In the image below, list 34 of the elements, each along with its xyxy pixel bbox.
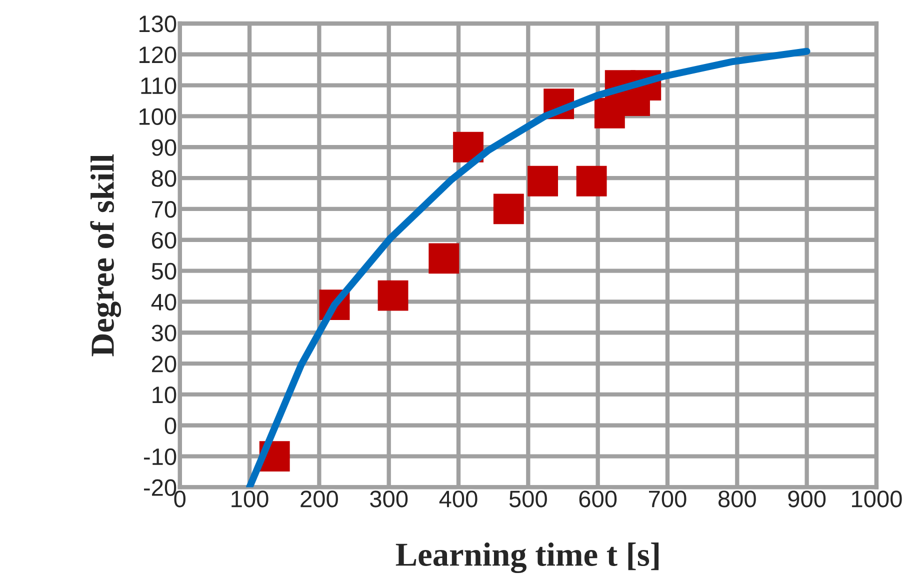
- y-tick-label: 60: [152, 232, 176, 249]
- y-tick-label: 90: [152, 139, 176, 156]
- y-tick-label: 30: [152, 324, 176, 342]
- y-tick-label: 100: [139, 108, 176, 126]
- y-tick-label: 20: [152, 356, 176, 372]
- point: [428, 243, 460, 274]
- y-tick-label: 130: [139, 16, 176, 32]
- x-tick-label: 900: [788, 490, 826, 508]
- point: [528, 166, 558, 196]
- x-tick-label: 300: [370, 490, 408, 508]
- x-tick-label: 400: [439, 490, 478, 508]
- point: [453, 132, 484, 162]
- y-tick-label: 50: [152, 262, 176, 280]
- x-tick-label: 500: [509, 490, 547, 508]
- x-tick-label: 700: [649, 490, 686, 508]
- y-tick-label: 0: [164, 417, 176, 434]
- y-tick-label: 70: [152, 201, 176, 218]
- point: [378, 280, 408, 311]
- x-tick-label: 800: [718, 490, 756, 508]
- x-tick-label: 100: [232, 490, 268, 508]
- y-tick-label: -10: [144, 448, 176, 466]
- y-tick-label: 80: [152, 170, 176, 187]
- y-tick-label: 10: [152, 386, 176, 404]
- x-axis-title: Learning time t [s]: [396, 542, 659, 574]
- y-tick-label: -20: [144, 479, 176, 496]
- y-tick-label: 110: [141, 77, 176, 94]
- x-tick-label: 1000: [852, 490, 902, 508]
- y-axis-title: Degree of skill: [90, 154, 122, 356]
- x-tick-label: 600: [579, 490, 617, 508]
- y-tick-label: 40: [151, 294, 176, 311]
- x-tick-label: 200: [300, 490, 338, 508]
- y-tick-label: 120: [139, 46, 176, 64]
- point: [493, 194, 524, 224]
- point: [576, 166, 607, 196]
